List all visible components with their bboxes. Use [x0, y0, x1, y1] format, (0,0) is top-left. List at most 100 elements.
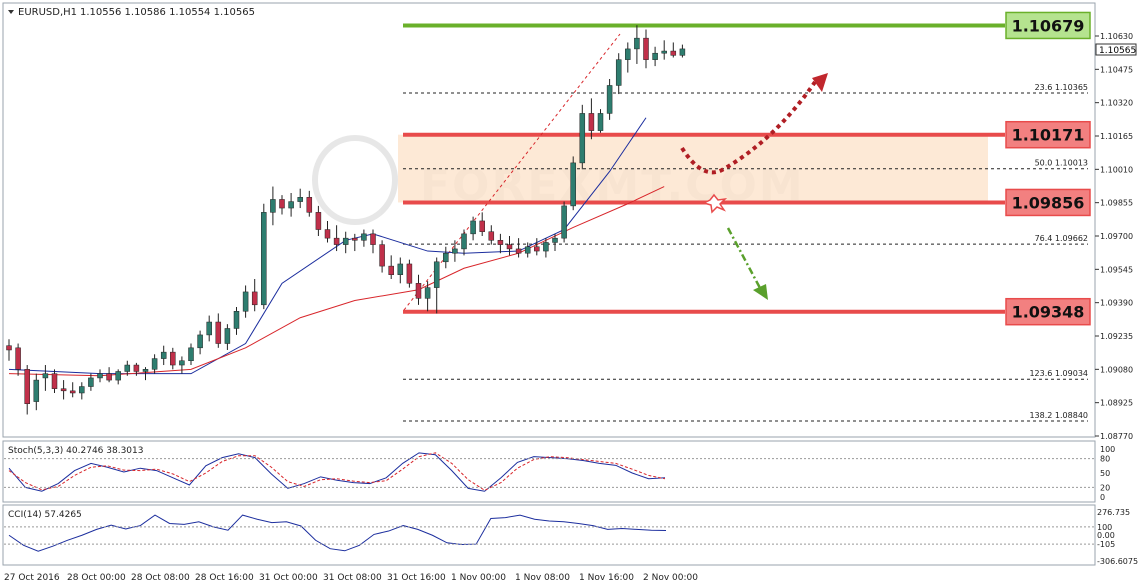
candle	[615, 53, 622, 95]
candle-body	[570, 162, 576, 207]
candle-body	[279, 199, 285, 209]
candle-body	[543, 242, 549, 252]
candle-body	[433, 261, 440, 288]
candle	[543, 238, 549, 258]
price-tick-label: 1.09080	[1100, 365, 1133, 374]
cci-series-line	[8, 514, 667, 552]
candle	[279, 195, 285, 215]
candle	[379, 240, 385, 273]
candle	[352, 233, 358, 252]
price-tick-label: 1.10630	[1100, 32, 1133, 41]
level-labels: 1.10679 1.10171 1.09856 1.09348	[1005, 11, 1091, 326]
cci-tick-label: 0.00	[1097, 531, 1115, 540]
candle	[297, 188, 303, 209]
candle-body	[579, 113, 586, 164]
candle-body	[297, 197, 303, 202]
candle	[15, 343, 21, 376]
candle	[261, 203, 267, 310]
time-tick-label: 1 Nov 00:00	[451, 573, 506, 583]
cci-tick-label: -306.6075	[1097, 557, 1138, 566]
candle	[115, 369, 121, 385]
candle	[461, 229, 467, 256]
candle-body	[51, 373, 58, 389]
price-tick-label: 1.09235	[1100, 332, 1133, 341]
dropdown-icon[interactable]	[8, 10, 14, 14]
candle	[51, 369, 58, 393]
candle-body	[470, 220, 476, 235]
candlesticks	[6, 25, 686, 415]
candle-body	[588, 113, 595, 131]
price-tick-label: 1.08925	[1100, 399, 1133, 408]
candle-body	[179, 360, 185, 366]
candle-body	[597, 113, 604, 131]
cci-line	[8, 514, 667, 552]
candle	[233, 306, 240, 335]
stoch-tick-label: 20	[1100, 483, 1110, 492]
time-tick-label: 27 Oct 2016	[4, 573, 60, 583]
candle-body	[33, 379, 40, 402]
candle	[151, 354, 158, 374]
candle	[42, 365, 49, 391]
candle	[433, 257, 440, 314]
candle	[315, 205, 322, 236]
level-badge	[1005, 297, 1091, 326]
candle-body	[625, 48, 631, 60]
candle	[333, 225, 340, 252]
symbol-label: EURUSD,H1	[18, 7, 77, 18]
candle-body	[661, 50, 667, 54]
candle-body	[652, 52, 658, 60]
candle	[6, 339, 12, 361]
candle	[306, 190, 313, 217]
candle	[142, 367, 149, 381]
stochastic-lines	[8, 452, 666, 492]
candle	[106, 367, 112, 383]
candle	[470, 216, 476, 241]
candle	[597, 109, 604, 133]
cci-tick-label: 100	[1097, 523, 1112, 532]
candle	[452, 240, 458, 262]
candle-body	[97, 373, 103, 379]
candle	[415, 274, 422, 305]
candle-body	[233, 311, 240, 329]
candle	[79, 382, 85, 400]
candle	[652, 46, 658, 67]
breakout-star-icon	[701, 193, 728, 214]
candle-body	[424, 287, 431, 299]
candle-body	[42, 373, 49, 379]
candle	[124, 360, 131, 376]
price-tick-label: 1.10010	[1100, 165, 1133, 174]
price-tick-label: 1.09545	[1100, 265, 1133, 274]
candle	[361, 229, 367, 247]
main-chart-frame	[2, 2, 1096, 438]
candle-body	[69, 390, 76, 394]
price-tick-label: 1.09390	[1100, 299, 1133, 308]
candle-body	[506, 244, 513, 250]
fib-label: 23.6 1.10365	[1035, 83, 1088, 92]
candle-body	[342, 237, 349, 245]
candle	[506, 236, 513, 256]
candle-body	[315, 212, 322, 230]
candle-body	[79, 386, 85, 394]
candle-body	[88, 377, 94, 387]
candle-body	[370, 233, 376, 245]
price-tick-label: 1.09700	[1100, 232, 1133, 241]
candle	[515, 238, 522, 258]
candle-body	[670, 50, 677, 56]
fib-label: 76.4 1.09662	[1035, 234, 1088, 243]
candle-body	[524, 246, 531, 254]
candle	[443, 246, 449, 269]
level-value: 1.09856	[1012, 193, 1085, 212]
candle	[634, 25, 640, 64]
candle	[97, 369, 103, 383]
candle	[242, 285, 249, 318]
candle-body	[115, 371, 121, 381]
candle	[579, 104, 586, 170]
level-badge	[1005, 188, 1091, 217]
candle-body	[106, 373, 112, 381]
candle	[534, 238, 540, 256]
candle	[270, 186, 276, 226]
candle-body	[488, 231, 495, 241]
candle	[679, 44, 686, 58]
ohlc-values: 1.10556 1.10586 1.10554 1.10565	[80, 7, 255, 18]
candle-body	[515, 248, 522, 254]
